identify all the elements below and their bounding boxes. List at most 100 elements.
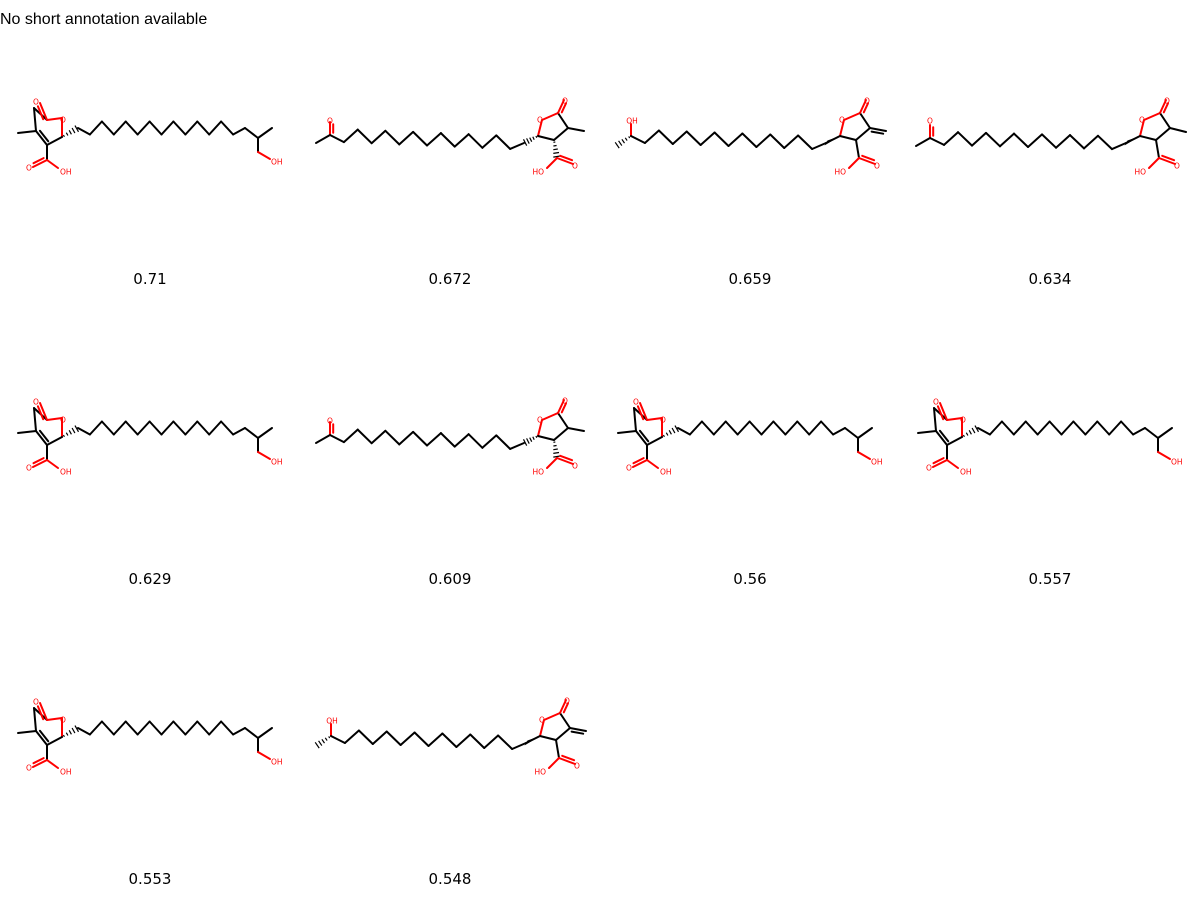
acid-oxygen: O — [572, 462, 578, 471]
chain-bond — [657, 129, 674, 145]
acid-oxygen: O — [572, 162, 578, 171]
chain-bond — [124, 420, 139, 436]
bond — [855, 127, 871, 141]
acid-hydroxyl: OH — [60, 468, 72, 477]
chain-bond — [943, 131, 959, 146]
double-bond — [38, 129, 50, 143]
bond — [17, 730, 37, 734]
acid-oxygen: O — [626, 464, 632, 473]
molecule-structure: O O O O HO — [915, 97, 1187, 177]
stereo-hash-bond — [553, 144, 557, 147]
chain-bond — [357, 729, 374, 745]
carbonyl-bond — [39, 402, 48, 421]
chain-bond — [481, 134, 498, 149]
carbonyl-bond — [1162, 102, 1169, 114]
chain-bond — [808, 420, 823, 436]
chain-bond — [453, 133, 470, 148]
chain-bond — [439, 132, 456, 148]
stereo-hash-bond — [532, 436, 535, 440]
bond — [557, 412, 569, 429]
ring-bond — [646, 417, 663, 421]
chain-bond — [112, 720, 127, 736]
chain-bond — [88, 120, 103, 136]
bond — [33, 107, 37, 132]
stereo-hash-bond — [62, 134, 65, 138]
chain-bond — [727, 132, 744, 147]
carbonyl-oxygen: O — [933, 398, 939, 407]
chain-bond — [172, 120, 187, 136]
acid-carbonyl-bond — [32, 159, 48, 168]
acid-hydroxyl: OH — [660, 468, 672, 477]
stereo-hash-bond — [532, 136, 535, 140]
chain-bond — [136, 120, 151, 136]
chain-bond — [196, 420, 211, 436]
chain-bond — [385, 730, 402, 746]
chain-bond — [1041, 133, 1057, 149]
chain-bond — [1096, 420, 1111, 436]
bond — [946, 436, 963, 446]
stereo-hash-bond — [526, 438, 530, 444]
carbonyl-bond — [39, 702, 48, 721]
molecule-cell-6: O O O O HO 0.609 — [300, 300, 600, 600]
stereo-hash-bond — [71, 727, 76, 734]
stereo-hash-bond — [553, 448, 558, 451]
acid-carbonyl-bond — [32, 757, 45, 765]
stereo-hash-bond — [962, 434, 965, 438]
bond — [859, 112, 871, 129]
ring-bond — [843, 112, 861, 121]
stereo-hash-bond — [674, 425, 680, 433]
similarity-score: 0.634 — [1028, 270, 1072, 288]
hydroxymethyl-bond — [257, 451, 271, 460]
stereo-hash-bond — [662, 434, 665, 438]
acid-oh-bond — [946, 459, 959, 469]
chain-bond — [497, 734, 514, 750]
stereo-hash-bond — [71, 427, 76, 434]
chain-bond — [184, 120, 199, 136]
chain-bond — [77, 427, 91, 436]
stereo-wedge-bond — [824, 136, 840, 146]
bond — [1169, 127, 1187, 133]
stereo-hash-bond — [74, 425, 80, 433]
bond — [915, 137, 931, 147]
similarity-score: 0.56 — [733, 570, 767, 588]
carbonyl-oxygen: O — [633, 398, 639, 407]
ring-oxygen: O — [1139, 116, 1145, 125]
carbonyl-bond — [560, 402, 567, 414]
double-bond — [35, 730, 48, 746]
chain-bond — [630, 135, 646, 144]
carbonyl-oxygen: O — [562, 97, 568, 106]
chain-bond — [1048, 420, 1063, 436]
chain-bond — [977, 427, 991, 436]
ring-bond — [1143, 112, 1161, 121]
chain-bond — [713, 131, 730, 147]
chain-bond — [1013, 132, 1029, 148]
similarity-score: 0.609 — [428, 570, 472, 588]
chain-bond — [971, 131, 987, 147]
similarity-score: 0.553 — [128, 870, 172, 888]
similarity-score: 0.557 — [1028, 570, 1072, 588]
ring-bond — [839, 119, 845, 137]
chain-bond — [685, 130, 702, 146]
chain-bond — [160, 120, 175, 136]
ring-bond — [541, 412, 559, 421]
chain-bond — [1111, 142, 1127, 151]
ketone-oxygen: O — [327, 117, 333, 126]
acid-oh-bond — [546, 457, 558, 469]
ring-bond — [46, 117, 63, 121]
carbonyl-bond — [36, 105, 45, 121]
acid-carbonyl-bond — [556, 157, 574, 165]
molecule-structure: O O O OH OH — [617, 398, 883, 477]
similarity-score: 0.548 — [428, 870, 472, 888]
stereo-hash-bond — [974, 425, 980, 433]
molecule-cell-3: OH O O O HO 0.659 — [600, 0, 900, 300]
chain-bond — [1036, 420, 1051, 436]
chain-bond — [220, 720, 235, 736]
stereo-hash-bond — [529, 437, 533, 442]
acid-hydroxyl: OH — [60, 168, 72, 177]
similarity-score: 0.71 — [133, 270, 167, 288]
acid-oxygen: O — [1174, 162, 1180, 171]
chain-bond — [509, 442, 525, 450]
bond — [46, 436, 63, 446]
acid-carbonyl-bond — [559, 154, 574, 162]
